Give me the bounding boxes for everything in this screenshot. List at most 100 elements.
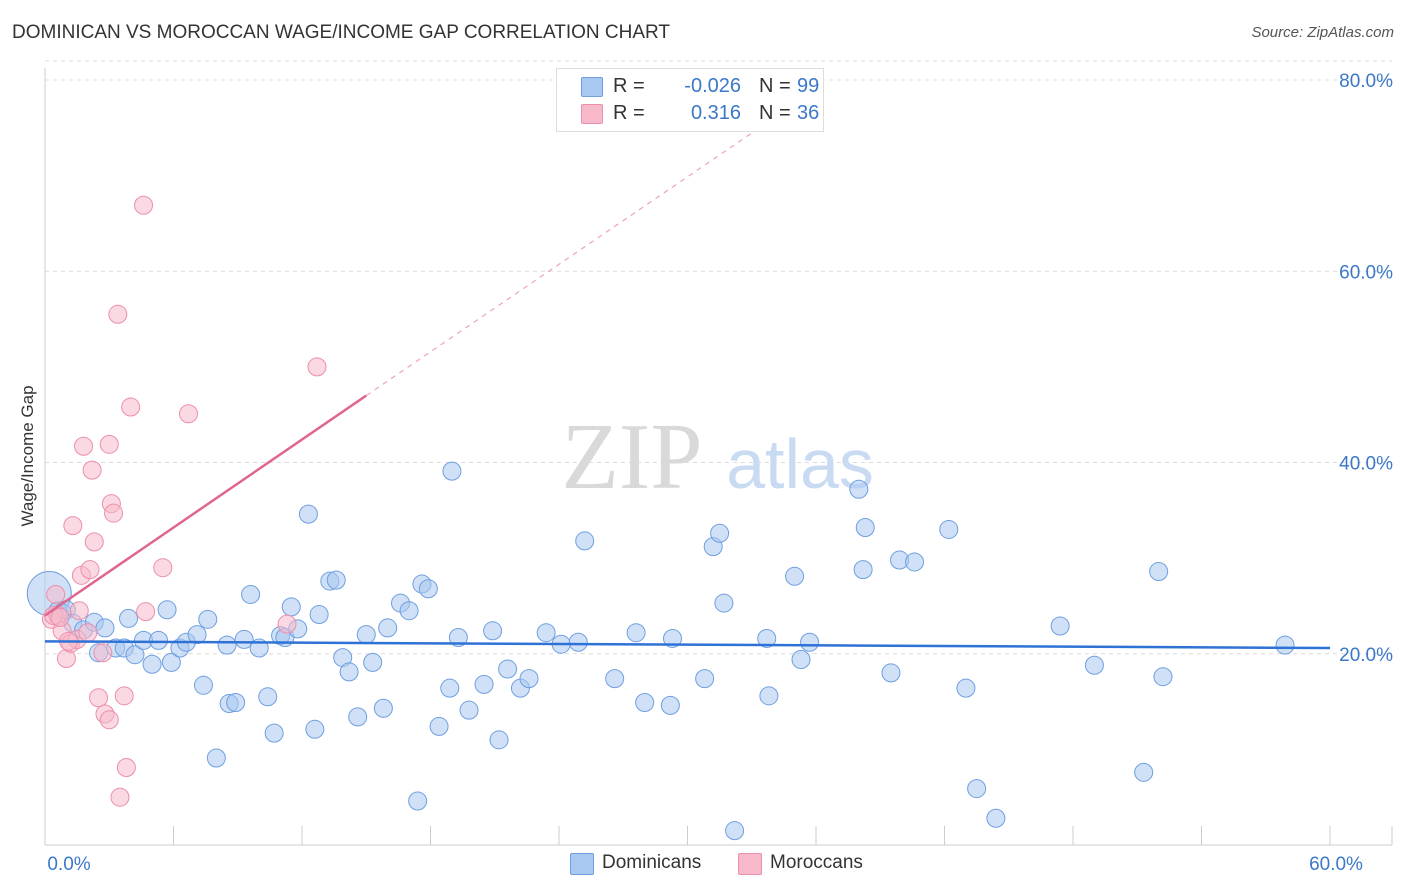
dominican-point <box>429 716 449 736</box>
dominican-point <box>575 531 595 551</box>
dominican-point <box>459 700 479 720</box>
axes <box>44 68 1393 846</box>
watermark-zip: ZIP <box>562 405 703 509</box>
dominican-point <box>1050 616 1070 636</box>
y-tick-label: 20.0% <box>1339 645 1393 666</box>
moroccan-point <box>307 357 327 377</box>
dominican-point <box>568 632 588 652</box>
dominican-point <box>759 686 779 706</box>
dominican-point <box>626 623 646 643</box>
moroccan-point <box>78 623 98 643</box>
dominican-point <box>408 791 428 811</box>
trend-line-dominicans <box>44 640 1331 650</box>
moroccan-point <box>50 607 70 627</box>
moroccan-point <box>99 710 119 730</box>
source-credit: Source: ZipAtlas.com <box>1251 24 1394 41</box>
dominican-point <box>757 628 777 648</box>
moroccan-point <box>99 434 119 454</box>
series-label-dominicans: Dominicans <box>602 852 702 873</box>
dominican-point <box>442 461 462 481</box>
dominican-point <box>785 566 805 586</box>
moroccan-point <box>74 436 94 456</box>
series-swatch-dominicans <box>570 853 594 875</box>
dominican-point <box>605 669 625 689</box>
tick-labels: 20.0% 40.0% 60.0% 80.0% 0.0% 60.0% <box>47 71 1393 875</box>
dominican-point <box>710 523 730 543</box>
y-tick-label: 40.0% <box>1339 454 1393 475</box>
dominican-point <box>855 518 875 538</box>
dominican-point <box>142 654 162 674</box>
dominican-point <box>339 662 359 682</box>
trend-line-moroccans <box>44 394 367 617</box>
dominican-point <box>695 669 715 689</box>
dominican-point <box>800 632 820 652</box>
correlation-legend: R = -0.026 N = 99 R = 0.316 N = 36 <box>556 68 824 132</box>
trend-lines <box>44 103 1331 650</box>
moroccan-point <box>46 584 66 604</box>
dominican-point <box>519 669 539 689</box>
dominican-point <box>298 504 318 524</box>
dominican-point <box>348 707 368 727</box>
dominican-point <box>356 625 376 645</box>
dominican-point <box>206 748 226 768</box>
dominican-point <box>217 635 237 655</box>
moroccan-point <box>63 516 83 536</box>
dominican-point <box>125 645 145 665</box>
series-moroccans <box>41 195 327 807</box>
dominican-point <box>474 674 494 694</box>
legend-swatch-dominicans <box>581 77 603 97</box>
moroccan-point <box>104 503 124 523</box>
dominican-point <box>241 584 261 604</box>
legend-r-label: R = <box>613 75 645 97</box>
moroccan-point <box>178 404 198 424</box>
dominican-point <box>498 659 518 679</box>
dominican-point <box>1084 655 1104 675</box>
dominican-point <box>967 779 987 799</box>
moroccan-point <box>93 643 113 663</box>
dominican-point <box>258 687 278 707</box>
dominican-point <box>905 552 925 572</box>
moroccan-point <box>134 195 154 215</box>
moroccan-point <box>80 560 100 580</box>
moroccan-point <box>114 686 134 706</box>
legend-r-label: R = <box>613 102 645 124</box>
moroccan-point <box>108 304 128 324</box>
dominican-point <box>1134 762 1154 782</box>
series-dominicans <box>26 461 1295 841</box>
dominican-point <box>378 618 398 638</box>
dominican-point <box>95 618 115 638</box>
dominican-point <box>363 652 383 672</box>
trend-extension-moroccans <box>365 103 795 397</box>
dominican-point <box>635 693 655 713</box>
moroccan-point <box>110 787 130 807</box>
legend-n-value: 36 <box>797 102 820 124</box>
dominican-point <box>305 719 325 739</box>
gridlines <box>45 60 1392 655</box>
dominican-point <box>1275 635 1295 655</box>
dominican-point <box>440 678 460 698</box>
dominican-point <box>725 821 745 841</box>
moroccan-point <box>121 397 141 417</box>
dominican-point <box>309 605 329 625</box>
x-tick-label: 60.0% <box>1309 854 1363 875</box>
y-tick-label: 80.0% <box>1339 71 1393 92</box>
dominican-point <box>881 663 901 683</box>
dominican-point <box>161 652 181 672</box>
dominican-point <box>660 695 680 715</box>
moroccan-point <box>84 532 104 552</box>
dominican-point <box>149 630 169 650</box>
dominican-point <box>326 570 346 590</box>
legend-n-value: 99 <box>797 75 820 97</box>
dominican-point <box>281 597 301 617</box>
dominican-point <box>119 608 139 628</box>
moroccan-point <box>153 558 173 578</box>
y-axis-label: Wage/Income Gap <box>18 385 37 527</box>
dominican-point <box>791 649 811 669</box>
dominican-point <box>418 579 438 599</box>
dominican-point <box>663 628 683 648</box>
legend-r-value: 0.316 <box>690 102 741 124</box>
dominican-point <box>536 623 556 643</box>
dominican-point <box>187 625 207 645</box>
dominican-point <box>956 678 976 698</box>
